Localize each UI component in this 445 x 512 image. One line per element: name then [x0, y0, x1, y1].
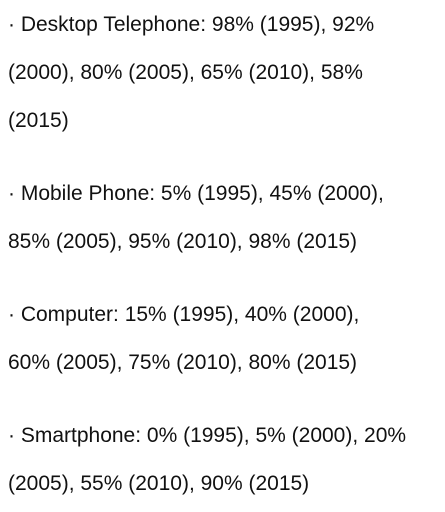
text-line: · Desktop Telephone: 98% (1995), 92%	[8, 13, 375, 36]
text-line: (2015)	[8, 109, 69, 132]
text-line: · Smartphone: 0% (1995), 5% (2000), 20%	[8, 424, 407, 447]
text-line: (2000), 80% (2005), 65% (2010), 58%	[8, 61, 363, 84]
text-line: 60% (2005), 75% (2010), 80% (2015)	[8, 351, 358, 374]
list-item: · Smartphone: 0% (1995), 5% (2000), 20% (…	[8, 412, 445, 508]
text-line: (2005), 55% (2010), 90% (2015)	[8, 472, 310, 495]
list-item: · Computer: 15% (1995), 40% (2000), 60% (…	[8, 291, 445, 387]
text-line: 85% (2005), 95% (2010), 98% (2015)	[8, 230, 358, 253]
text-line: · Mobile Phone: 5% (1995), 45% (2000),	[8, 182, 384, 205]
list-item: · Mobile Phone: 5% (1995), 45% (2000), 85…	[8, 170, 445, 266]
text-line: · Computer: 15% (1995), 40% (2000),	[8, 303, 360, 326]
list-item: · Desktop Telephone: 98% (1995), 92% (200…	[8, 1, 445, 145]
